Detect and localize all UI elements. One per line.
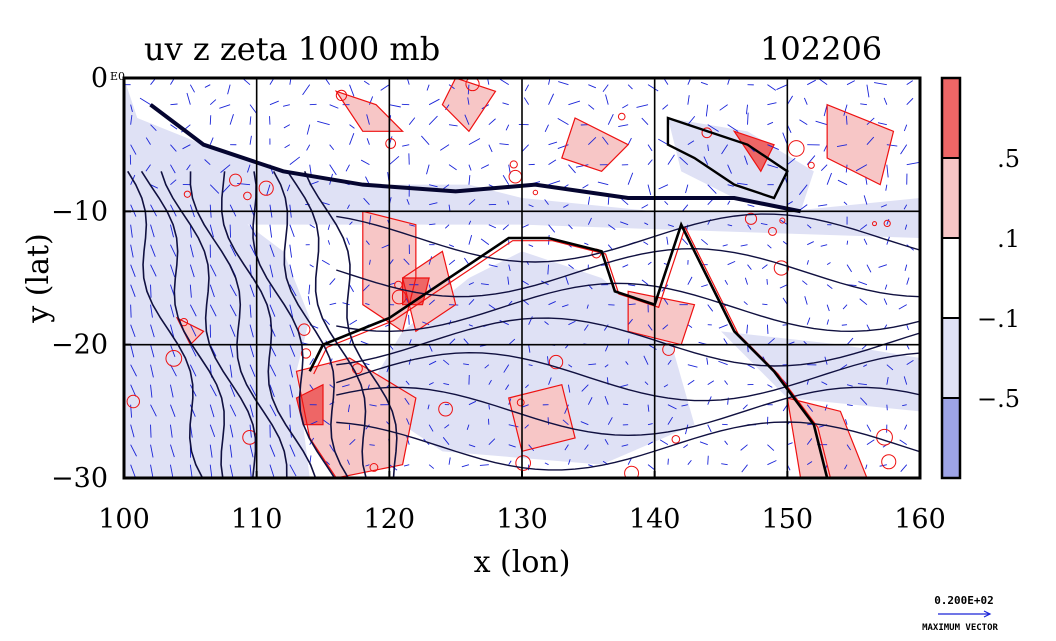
colorbar-label: −.5 [977, 385, 1020, 413]
x-tick-label: 140 [629, 504, 681, 535]
wind-vector [210, 115, 211, 124]
colorbar: .5 .1 −.1 −.5 [942, 78, 1020, 478]
y-tick-label: 0 [91, 63, 108, 94]
x-axis-label: x (lon) [474, 545, 571, 580]
x-axis: 100 110 120 130 140 150 160 [98, 471, 946, 535]
wind-vector [847, 241, 848, 245]
colorbar-segment [942, 238, 960, 318]
x-tick-label: 120 [364, 504, 416, 535]
colorbar-segment [942, 318, 960, 398]
y-tick-label: −30 [51, 463, 108, 494]
wind-vector [886, 345, 887, 350]
wind-vector [762, 304, 767, 305]
wind-vector [270, 285, 271, 298]
y-tick-label: −10 [51, 196, 108, 227]
wind-vector [748, 113, 749, 125]
y-axis: 0 −10 −20 −30 E0 [51, 63, 131, 494]
wind-vector [131, 305, 132, 318]
wind-vector [767, 325, 768, 334]
colorbar-segment [942, 398, 960, 478]
chart-title: uv z zeta 1000 mb [144, 30, 440, 68]
wind-vector [549, 235, 550, 245]
colorbar-segment [942, 158, 960, 238]
colorbar-label: −.1 [977, 305, 1020, 333]
colorbar-segment [942, 78, 960, 158]
chart-time-code: 102206 [760, 30, 882, 68]
reference-vector-value: 0.200E+02 [934, 594, 994, 607]
colorbar-label: .5 [997, 145, 1020, 173]
colorbar-label: .1 [997, 225, 1020, 253]
y-tick-label-suffix: E0 [110, 70, 125, 83]
y-axis-label: y (lat) [21, 233, 56, 323]
x-tick-label: 110 [231, 504, 283, 535]
x-tick-label: 160 [894, 504, 946, 535]
reference-vector-key: 0.200E+02 MAXIMUM VECTOR [922, 594, 998, 633]
reference-vector-label: MAXIMUM VECTOR [922, 623, 998, 633]
wind-vector [623, 404, 628, 405]
x-tick-label: 100 [98, 504, 150, 535]
wind-vector [290, 405, 291, 418]
wind-vector [151, 425, 152, 438]
wind-vector [842, 325, 847, 326]
y-tick-label: −20 [51, 330, 108, 361]
x-tick-label: 150 [762, 504, 814, 535]
x-tick-label: 130 [496, 504, 548, 535]
wind-vector [708, 456, 709, 465]
wind-vector [151, 285, 152, 298]
plot-area [118, 73, 920, 481]
wind-vector [369, 445, 374, 446]
